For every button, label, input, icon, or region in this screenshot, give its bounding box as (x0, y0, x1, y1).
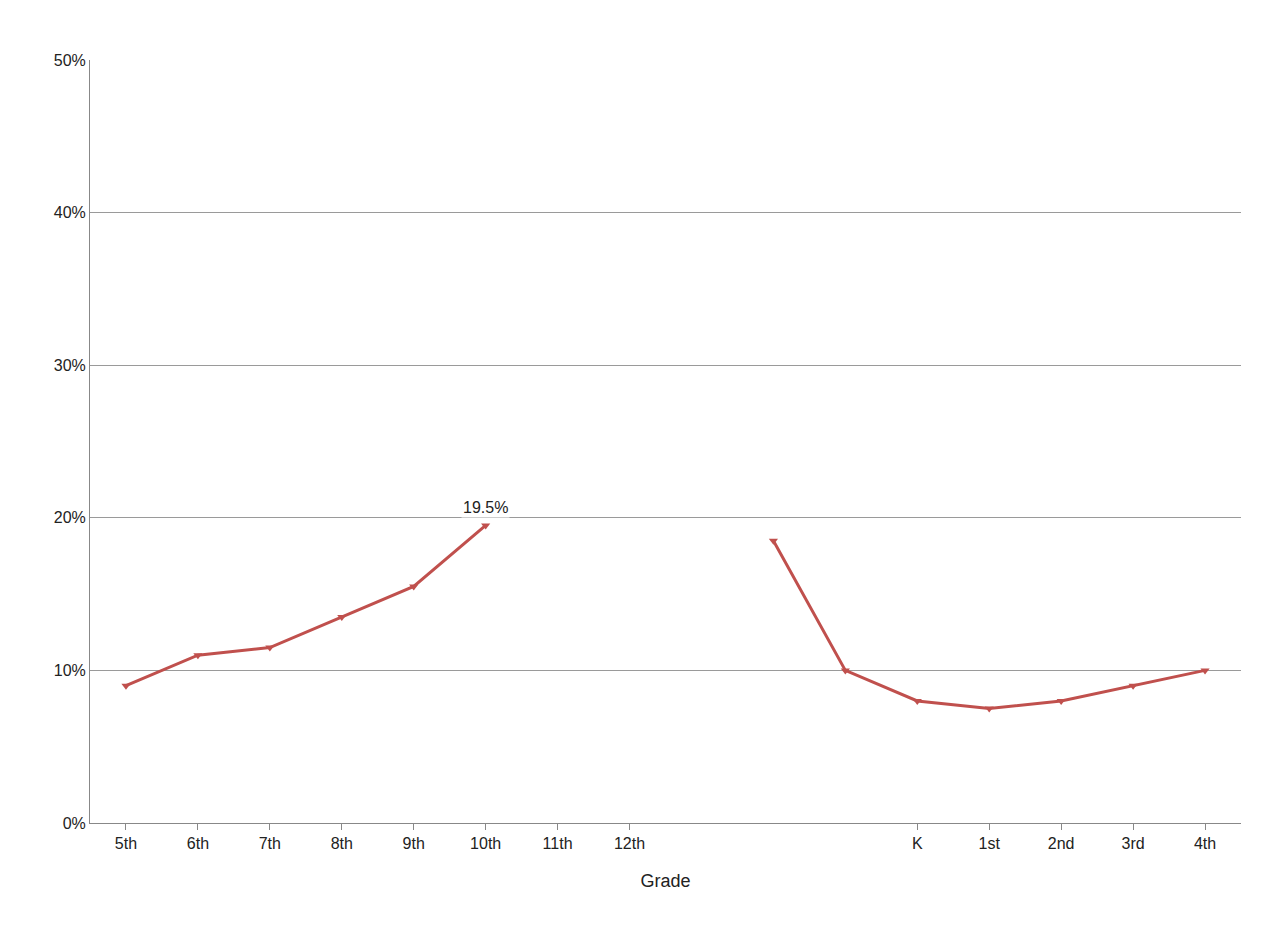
svg-text:4th: 4th (1194, 835, 1216, 852)
svg-text:12th: 12th (614, 835, 645, 852)
svg-text:1st: 1st (979, 835, 1001, 852)
svg-text:10th: 10th (470, 835, 501, 852)
svg-text:40%: 40% (54, 204, 86, 221)
svg-text:9th: 9th (403, 835, 425, 852)
svg-text:20%: 20% (54, 509, 86, 526)
svg-text:5th: 5th (115, 835, 137, 852)
svg-text:3rd: 3rd (1122, 835, 1145, 852)
svg-text:2nd: 2nd (1048, 835, 1075, 852)
svg-text:6th: 6th (187, 835, 209, 852)
svg-text:Grade: Grade (640, 871, 690, 891)
svg-text:7th: 7th (259, 835, 281, 852)
svg-text:8th: 8th (331, 835, 353, 852)
svg-text:11th: 11th (543, 835, 573, 852)
svg-text:19.5%: 19.5% (463, 499, 508, 516)
svg-text:0%: 0% (63, 815, 86, 832)
svg-text:K: K (912, 835, 923, 852)
svg-text:30%: 30% (54, 357, 86, 374)
svg-text:10%: 10% (54, 662, 86, 679)
svg-text:50%: 50% (54, 52, 86, 69)
